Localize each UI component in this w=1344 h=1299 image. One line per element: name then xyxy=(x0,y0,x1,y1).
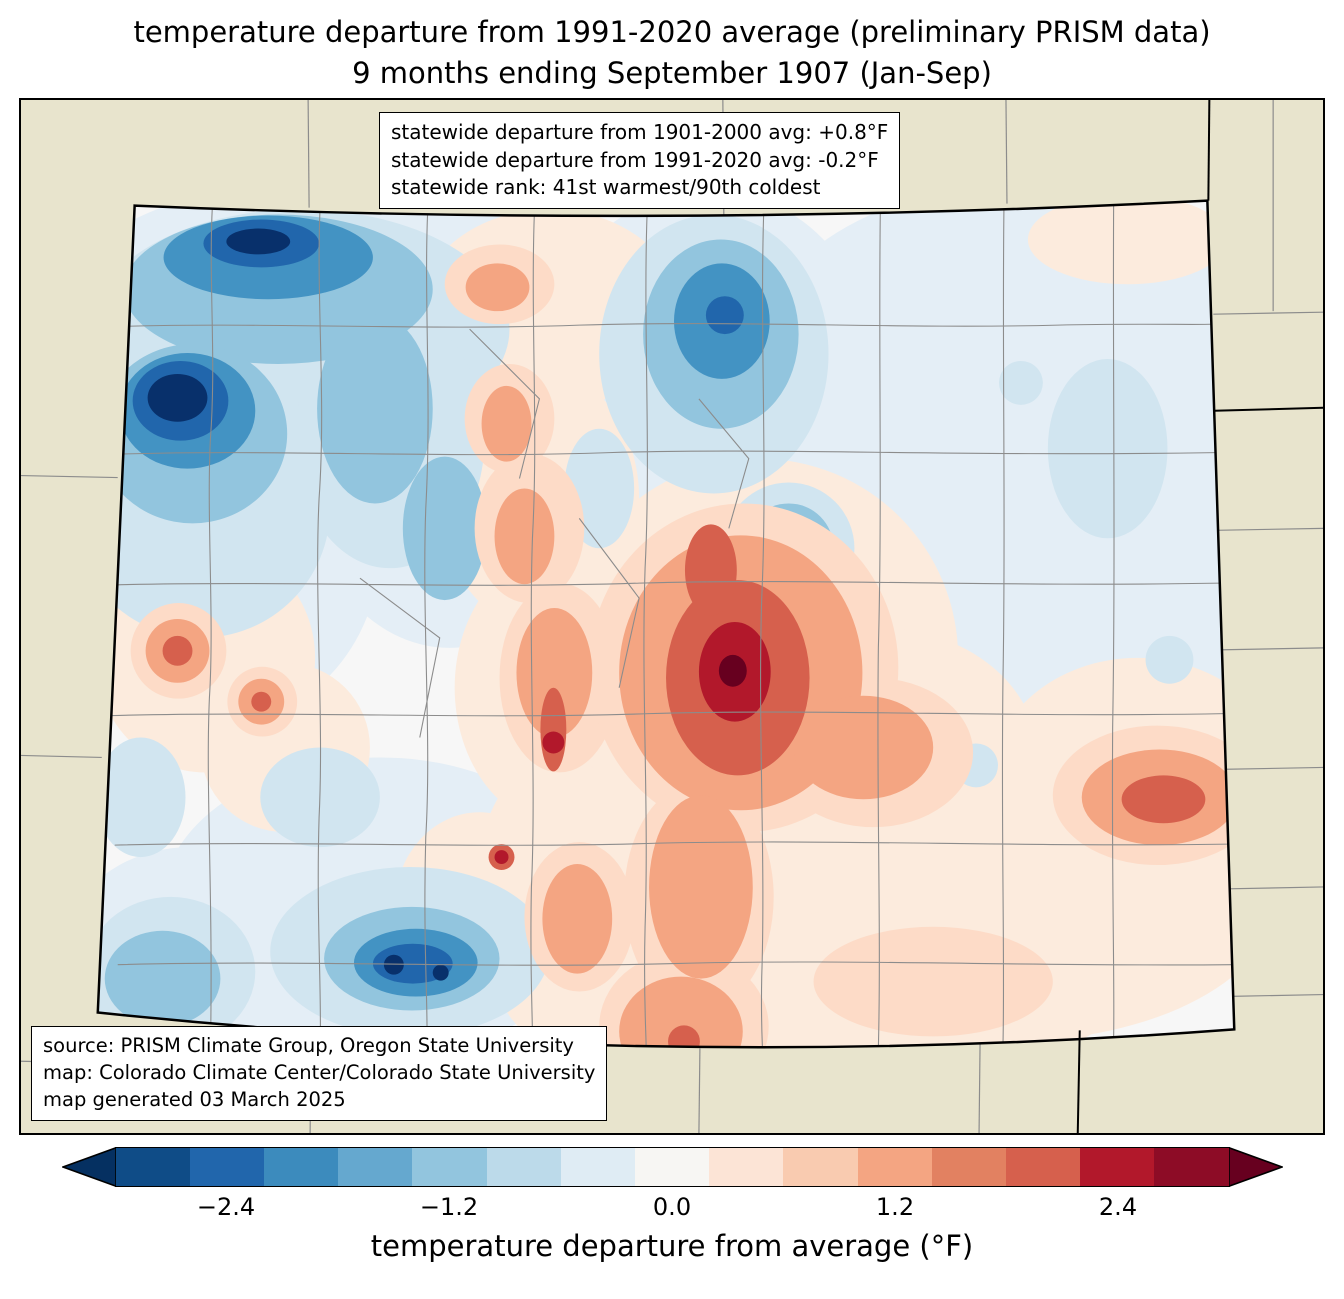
colorbar-right-arrow xyxy=(1228,1147,1283,1187)
title-line-2: 9 months ending September 1907 (Jan-Sep) xyxy=(352,56,992,90)
source-line-2: map: Colorado Climate Center/Colorado St… xyxy=(43,1061,596,1085)
colorbar-segment xyxy=(338,1148,413,1186)
colorbar-segment xyxy=(1005,1148,1081,1186)
colorbar-tick-label: 2.4 xyxy=(1098,1193,1138,1221)
contour-level-blue5 xyxy=(147,228,798,981)
colorbar-ticks: −2.4 −1.2 0.0 1.2 2.4 xyxy=(115,1191,1230,1223)
title-line-1: temperature departure from 1991-2020 ave… xyxy=(133,15,1211,49)
colorbar-tick-label: −1.2 xyxy=(419,1193,479,1221)
source-box: source: PRISM Climate Group, Oregon Stat… xyxy=(31,1026,608,1121)
neighbor-state-borders xyxy=(1076,100,1323,1133)
stats-box: statewide departure from 1901-2000 avg: … xyxy=(379,112,901,209)
colorbar-tick-label: 0.0 xyxy=(652,1193,692,1221)
stats-line-3: statewide rank: 41st warmest/90th coldes… xyxy=(391,175,821,200)
contour-level-red5 xyxy=(718,654,747,687)
colorbar-left-arrow xyxy=(61,1147,116,1187)
colorbar-segment xyxy=(189,1148,264,1186)
source-line-1: source: PRISM Climate Group, Oregon Stat… xyxy=(43,1034,574,1058)
colorbar-segment xyxy=(857,1148,932,1186)
neighbor-county-lines xyxy=(21,100,1323,1133)
colorbar-segment xyxy=(263,1148,339,1186)
stats-line-2: statewide departure from 1991-2020 avg: … xyxy=(391,147,879,172)
colorbar-tick-label: 1.2 xyxy=(875,1193,915,1221)
figure-title: temperature departure from 1991-2020 ave… xyxy=(0,0,1344,96)
colorbar-segments xyxy=(114,1147,1230,1187)
colorbar-segment xyxy=(634,1148,710,1186)
contour-level-red2 xyxy=(145,263,1235,1048)
colorbar-segment xyxy=(115,1148,190,1186)
colorbar-segment xyxy=(1080,1148,1155,1186)
colorbar-segment xyxy=(560,1148,635,1186)
colorbar xyxy=(61,1147,1283,1187)
colorbar-segment xyxy=(486,1148,561,1186)
colorbar-segment xyxy=(412,1148,487,1186)
colorbar-segment xyxy=(709,1148,784,1186)
colorado-map xyxy=(21,100,1323,1133)
stats-line-1: statewide departure from 1901-2000 avg: … xyxy=(391,120,889,144)
colorbar-tick-label: −2.4 xyxy=(196,1193,256,1221)
colorbar-label: temperature departure from average (°F) xyxy=(370,1229,974,1263)
colorbar-segment xyxy=(1154,1148,1229,1186)
source-line-3: map generated 03 March 2025 xyxy=(43,1088,346,1112)
map-area: statewide departure from 1901-2000 avg: … xyxy=(19,98,1325,1135)
colorbar-segment xyxy=(931,1148,1006,1186)
county-boundaries xyxy=(98,202,1232,1048)
colorbar-segment xyxy=(783,1148,858,1186)
